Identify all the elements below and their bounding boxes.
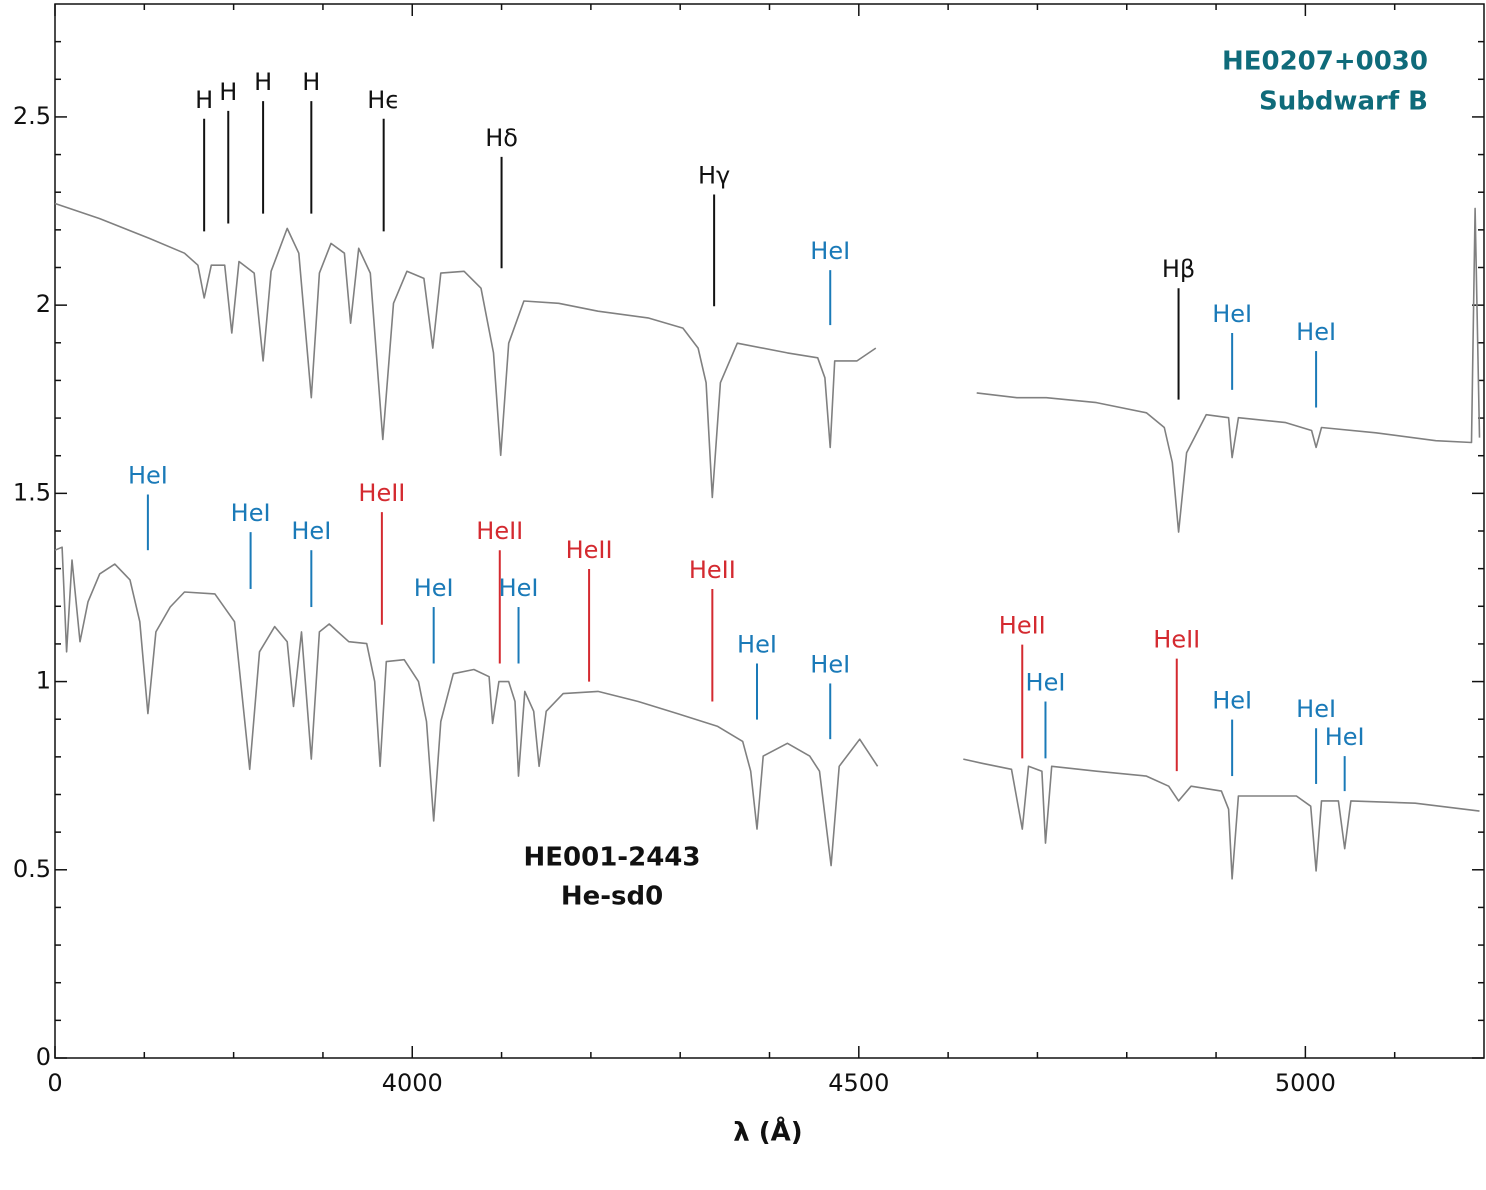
line-label: HeI bbox=[1296, 318, 1336, 346]
line-label: Hδ bbox=[485, 124, 518, 152]
line-label: HeI bbox=[231, 499, 271, 527]
line-label: HeII bbox=[358, 479, 405, 507]
y-tick-label: 1 bbox=[36, 667, 51, 695]
star-label: HE0207+0030 bbox=[1222, 47, 1428, 77]
line-label: HeI bbox=[1212, 300, 1252, 328]
plot-frame bbox=[54, 3, 1485, 1059]
star-type: Subdwarf B bbox=[1259, 87, 1428, 117]
line-label: H bbox=[195, 86, 213, 114]
line-label: H bbox=[219, 78, 237, 106]
line-label: HeI bbox=[737, 631, 777, 659]
line-label: HeI bbox=[810, 650, 850, 678]
line-label: Hβ bbox=[1162, 255, 1195, 283]
line-label: HeII bbox=[999, 612, 1046, 640]
x-tick-label: 5000 bbox=[1275, 1069, 1336, 1097]
y-tick-label: 2.5 bbox=[13, 102, 51, 130]
line-label: HeI bbox=[810, 237, 850, 265]
x-axis-label: λ (Å) bbox=[733, 1116, 802, 1148]
y-tick-label: 0.5 bbox=[13, 855, 51, 883]
star-label: HE001-2443 bbox=[524, 843, 701, 873]
x-tick-label: 4000 bbox=[382, 1069, 443, 1097]
x-tick-label: 4500 bbox=[828, 1069, 889, 1097]
line-label: HeI bbox=[1026, 669, 1066, 697]
x-tick-label: 0 bbox=[47, 1069, 62, 1097]
line-label: HeI bbox=[499, 574, 539, 602]
line-label: H bbox=[302, 68, 320, 96]
y-tick-label: 0 bbox=[36, 1043, 51, 1071]
line-label: HeI bbox=[414, 574, 454, 602]
line-label: HeII bbox=[1153, 626, 1200, 654]
line-label: Hϵ bbox=[367, 86, 400, 114]
spectrum-line bbox=[54, 546, 1480, 880]
y-tick-label: 2 bbox=[36, 290, 51, 318]
spectrum-line bbox=[54, 202, 1481, 533]
line-label: HeI bbox=[1212, 687, 1252, 715]
star-type: He-sd0 bbox=[561, 882, 663, 912]
line-label: Hγ bbox=[698, 161, 730, 189]
line-label: HeII bbox=[566, 536, 613, 564]
line-label: HeI bbox=[1296, 695, 1336, 723]
line-label: HeII bbox=[476, 517, 523, 545]
line-label: HeI bbox=[128, 461, 168, 489]
line-label: HeI bbox=[291, 517, 331, 545]
line-label: HeII bbox=[689, 556, 736, 584]
y-tick-label: 1.5 bbox=[13, 478, 51, 506]
line-label: H bbox=[254, 68, 272, 96]
line-label: HeI bbox=[1325, 723, 1365, 751]
